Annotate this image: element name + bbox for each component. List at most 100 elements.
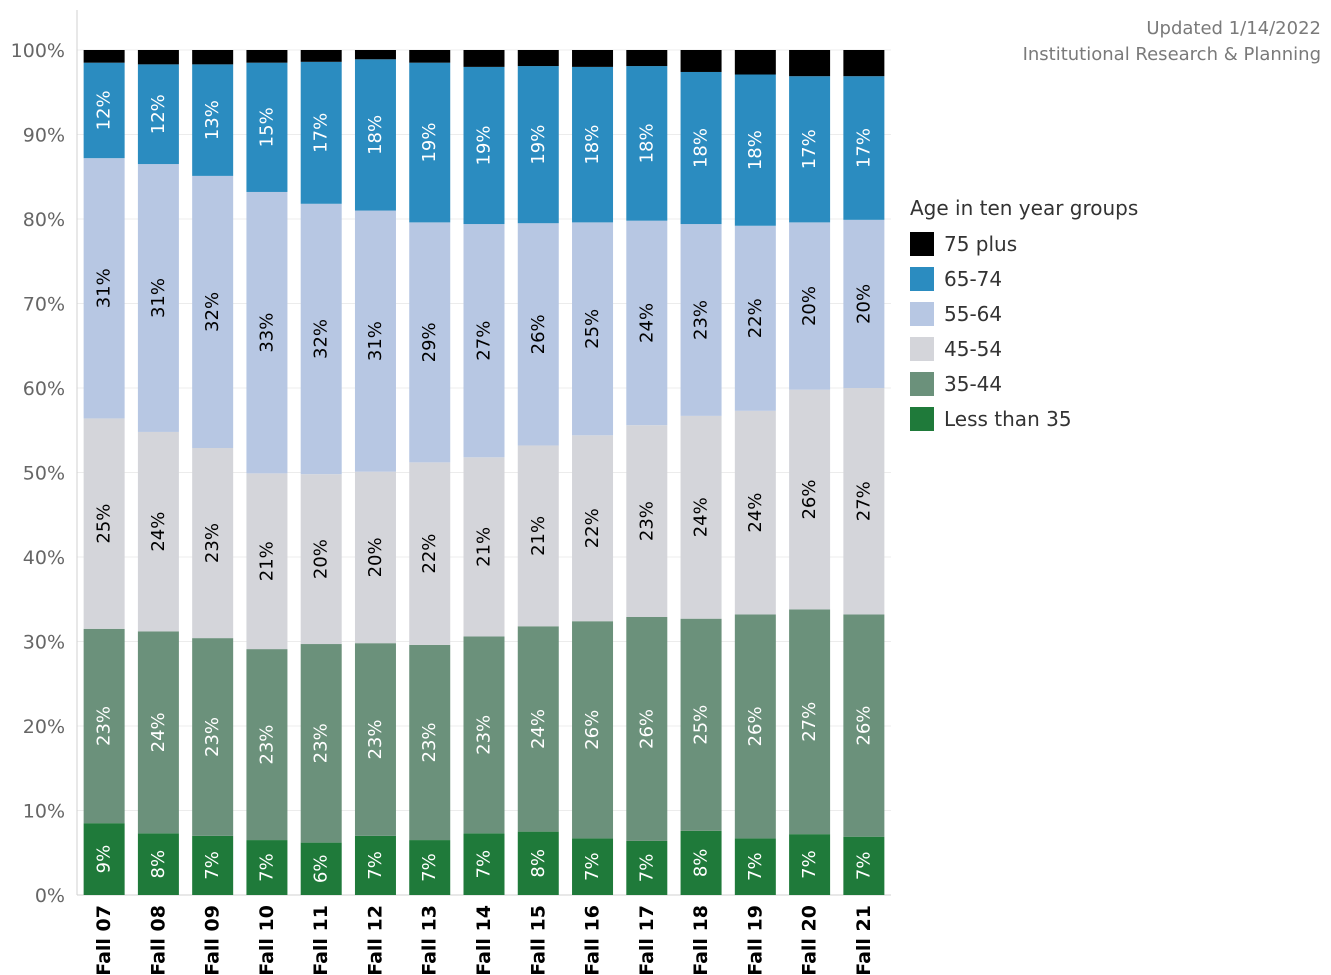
bar-segment	[572, 50, 614, 67]
x-category-label: Fall 21	[853, 905, 875, 975]
bar-segment	[409, 644, 451, 841]
data-label: 7%	[745, 852, 766, 881]
bar-segment	[83, 62, 125, 159]
bar-segment	[300, 61, 342, 204]
data-label: 8%	[148, 850, 169, 879]
bar-segment	[517, 626, 559, 832]
bar-segment	[137, 164, 179, 432]
legend-item: 45-54	[910, 331, 1138, 366]
legend: Age in ten year groups 75 plus 65-74 55-64…	[910, 196, 1138, 436]
data-label: 8%	[528, 849, 549, 878]
bar-segment	[572, 435, 614, 622]
bar-segment	[843, 614, 885, 837]
data-label: 31%	[94, 268, 115, 308]
data-label: 26%	[582, 710, 603, 750]
data-label: 18%	[365, 115, 386, 155]
data-label: 7%	[582, 852, 603, 881]
x-category-label: Fall 15	[527, 905, 549, 975]
data-label: 18%	[636, 123, 657, 163]
legend-label: 45-54	[944, 336, 1003, 361]
data-label: 27%	[474, 321, 495, 361]
y-tick-label: 50%	[23, 463, 65, 485]
data-label: 26%	[745, 706, 766, 746]
bar-segment	[137, 431, 179, 632]
bar-segment	[300, 203, 342, 475]
bar-segment	[246, 649, 288, 841]
legend-item: 75 plus	[910, 226, 1138, 261]
bar-segment	[137, 64, 179, 165]
x-category-label: Fall 09	[202, 905, 224, 975]
bar-segment	[843, 76, 885, 220]
bar-segment	[572, 66, 614, 223]
bar-segment	[192, 64, 234, 176]
data-label: 18%	[582, 125, 603, 165]
x-category-label: Fall 18	[690, 905, 712, 975]
data-label: 21%	[528, 516, 549, 556]
bar-segment	[680, 50, 722, 72]
legend-label: 65-74	[944, 266, 1003, 291]
data-label: 25%	[691, 705, 712, 745]
bar-segment	[626, 840, 668, 895]
bar-segment	[517, 831, 559, 895]
data-label: 7%	[853, 852, 874, 881]
legend-label: Less than 35	[944, 406, 1072, 431]
legend-label: 35-44	[944, 371, 1003, 396]
bar-segment	[300, 644, 342, 843]
data-label: 20%	[365, 537, 386, 577]
bar-segment	[463, 833, 505, 895]
data-label: 26%	[528, 314, 549, 354]
data-label: 29%	[419, 322, 440, 362]
data-label: 18%	[745, 130, 766, 170]
bar-segment	[789, 609, 831, 835]
bar-segment	[192, 50, 234, 65]
x-category-label: Fall 13	[419, 905, 441, 975]
bar-segment	[83, 158, 125, 419]
bar-segment	[843, 388, 885, 615]
bar-segment	[517, 223, 559, 446]
bar-segment	[843, 836, 885, 895]
data-label: 24%	[745, 493, 766, 533]
bar-segment	[517, 50, 559, 67]
bar-segment	[192, 175, 234, 448]
data-label: 12%	[148, 94, 169, 134]
bar-segment	[300, 474, 342, 645]
data-label: 27%	[853, 481, 874, 521]
data-label: 22%	[745, 298, 766, 338]
bar-segment	[734, 74, 776, 226]
x-category-label: Fall 14	[473, 905, 495, 975]
bar-segment	[626, 616, 668, 841]
data-label: 26%	[636, 709, 657, 749]
bar-segment	[137, 50, 179, 65]
y-tick-label: 100%	[11, 40, 65, 62]
legend-item: 65-74	[910, 261, 1138, 296]
data-label: 24%	[636, 303, 657, 343]
data-label: 33%	[256, 313, 277, 353]
data-label: 23%	[202, 523, 223, 563]
bar-segment	[83, 50, 125, 63]
x-category-label: Fall 16	[582, 905, 604, 975]
data-label: 23%	[365, 720, 386, 760]
data-label: 6%	[311, 855, 332, 884]
bar-segment	[572, 838, 614, 895]
y-tick-label: 60%	[23, 378, 65, 400]
data-label: 7%	[202, 851, 223, 880]
data-label: 19%	[528, 125, 549, 165]
bar-segment	[789, 50, 831, 77]
legend-title: Age in ten year groups	[910, 196, 1139, 220]
bar-segment	[354, 835, 396, 895]
data-label: 7%	[419, 853, 440, 882]
bar-segment	[409, 62, 451, 223]
x-category-label: Fall 07	[93, 905, 115, 975]
bar-segment	[409, 222, 451, 463]
data-label: 7%	[799, 850, 820, 879]
y-tick-label: 70%	[23, 294, 65, 316]
bar-segment	[354, 643, 396, 836]
bar-segment	[463, 66, 505, 225]
bar-segment	[137, 631, 179, 834]
stacked-bar-chart: 0% 10% 20% 30% 40% 50% 60% 70% 80% 90% 100% 9% 23% 25…	[11, 10, 891, 975]
bar-segment	[789, 834, 831, 895]
bar-segment	[246, 840, 288, 895]
org-name: Institutional Research & Planning	[1022, 44, 1321, 65]
legend-swatch	[910, 231, 934, 256]
bar-segment	[789, 222, 831, 390]
